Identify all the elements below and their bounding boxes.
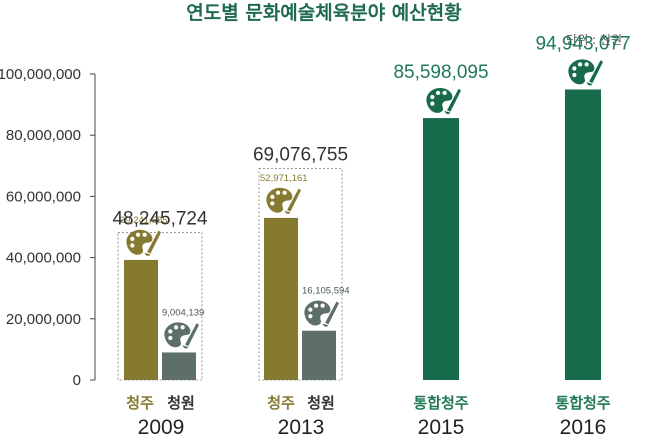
palette-hole: [142, 232, 147, 237]
total-label-2016: 94,943,077: [535, 33, 630, 54]
palette-hole: [313, 303, 319, 308]
palette-hole: [168, 329, 173, 334]
chart-title: 연도별 문화예술체육분야 예산현황: [186, 1, 462, 24]
bars: [117, 89, 601, 381]
year-label-2016: 2016: [560, 416, 607, 438]
palette-hole: [308, 307, 313, 312]
palette-hole: [577, 62, 583, 67]
total-label-2015: 85,598,095: [393, 62, 488, 83]
palette-hole: [430, 101, 435, 106]
bar-value-label: 52,971,161: [260, 173, 308, 184]
category-label: 청주: [126, 394, 154, 412]
palette-hole: [282, 190, 287, 195]
palette-hole: [584, 62, 589, 67]
palette-hole: [275, 190, 281, 195]
palette-brush-icon: [164, 322, 200, 349]
bar-value-label: 9,004,139: [162, 307, 204, 318]
category-label: 청주: [267, 394, 295, 412]
bar-2013-1: [264, 217, 298, 380]
palette-hole: [430, 94, 435, 100]
y-tick-label: 0: [73, 372, 81, 389]
palette-hole: [308, 314, 313, 319]
y-tick-label: 80,000,000: [6, 127, 81, 144]
year-label-2013: 2013: [278, 416, 325, 438]
palette-hole: [320, 303, 325, 308]
palette-hole: [270, 194, 275, 200]
y-axis: 0 20,000,000 40,000,000 60,000,000 80,000,00…: [0, 66, 96, 389]
palette-hole: [572, 72, 577, 78]
bar-2013-2: [302, 330, 336, 380]
palette-hole: [572, 66, 577, 71]
category-label: 청원: [167, 394, 195, 412]
palette-brush-icon: [266, 187, 302, 214]
category-label: 통합청주: [413, 394, 468, 412]
y-tick-label: 40,000,000: [6, 250, 81, 267]
palette-hole: [180, 325, 185, 330]
total-label-2009: 48,245,724: [112, 208, 208, 229]
labels: 39,241,585 청주 9,004,139 청원 48,245,724 2009 52,…: [112, 33, 630, 438]
y-tick-label: 60,000,000: [6, 188, 81, 205]
bar-2016-1: [565, 89, 601, 380]
palette-hole: [130, 243, 135, 248]
year-label-2009: 2009: [138, 416, 185, 438]
palette-hole: [173, 325, 179, 330]
palette-brush-icon: [426, 87, 462, 115]
palette-hole: [168, 335, 173, 341]
palette-hole: [135, 232, 141, 237]
palette-brush-icon: [126, 229, 162, 256]
palette-hole: [435, 90, 441, 96]
palette-brush-icon: [304, 300, 340, 327]
category-label: 청원: [307, 394, 335, 412]
total-label-2013: 69,076,755: [253, 145, 348, 166]
category-label: 통합청주: [555, 394, 610, 412]
y-tick-label: 20,000,000: [6, 311, 81, 328]
palette-hole: [442, 90, 447, 96]
bar-2009-2: [162, 352, 196, 380]
palette-brush-icon: [568, 59, 604, 86]
bar-2009-1: [124, 259, 158, 380]
bar-value-label: 39,241,585: [120, 215, 168, 226]
palette-hole: [270, 201, 275, 206]
bar-2015-1: [423, 118, 459, 381]
unit-label: 단위 : 천원: [566, 32, 622, 47]
palette-hole: [130, 236, 135, 242]
y-tick-label: 100,000,000: [0, 66, 81, 83]
year-label-2015: 2015: [418, 416, 465, 438]
bar-value-label: 16,105,594: [302, 286, 350, 297]
total-outline-2013: [258, 168, 343, 381]
